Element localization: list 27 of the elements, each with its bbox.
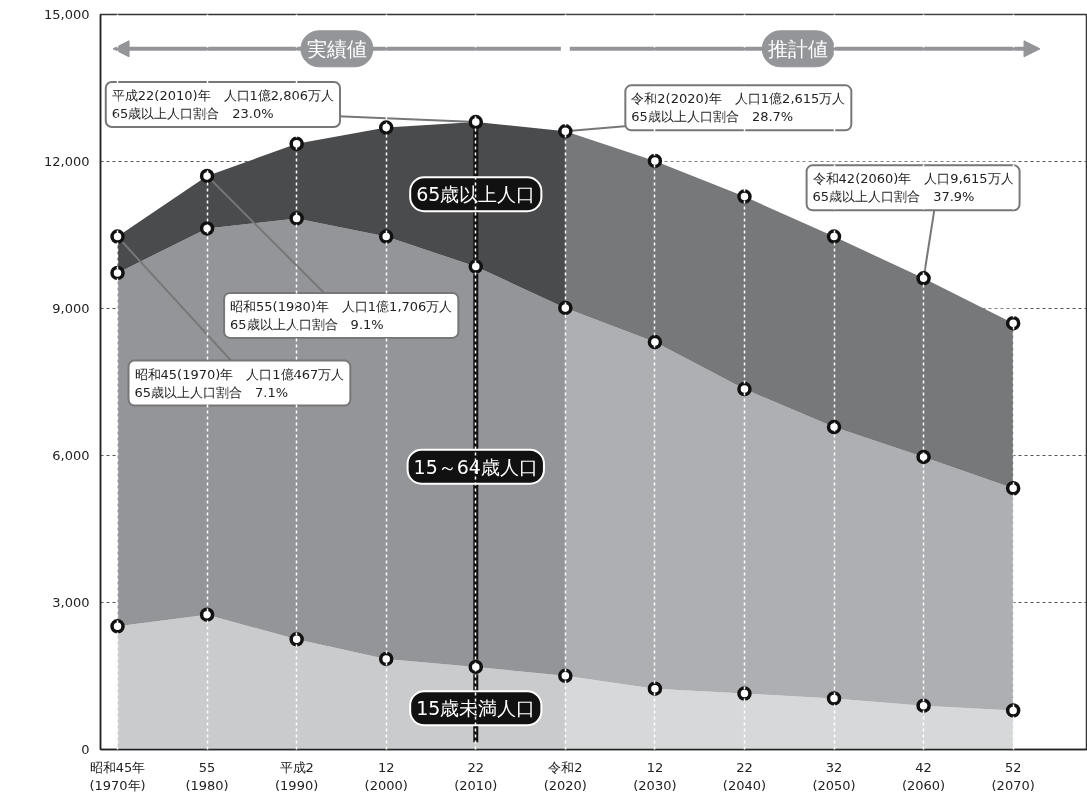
x-tick-label: 平成2 (1990) [275,759,319,793]
x-tick-label: 52 (2070) [991,759,1035,793]
y-tick-label: 0 [81,742,90,757]
x-tick-label: 42 (2060) [901,759,946,793]
x-tick-label: 55 (1980) [185,759,229,793]
series-label: 15歳未満人口 [416,697,536,720]
y-tick-label: 9,000 [52,301,90,316]
y-tick-label: 12,000 [44,154,90,169]
x-tick-label: 22 (2040) [722,759,767,793]
annotation: 令和42(2060)年 人口9,615万人 65歳以上人口割合 37.9% [812,171,1014,205]
annotation: 令和2(2020)年 人口1億2,615万人 65歳以上人口割合 28.7% [631,91,846,125]
x-tick-label: 令和2 (2020) [543,759,587,793]
series-label: 15～64歳人口 [413,455,538,478]
annotation: 平成22(2010)年 人口1億2,806万人 65歳以上人口割合 23.0% [111,88,335,122]
annotation: 昭和45(1970)年 人口1億467万人 65歳以上人口割合 7.1% [134,366,345,400]
series-label: 65歳以上人口 [416,183,536,206]
y-tick-label: 6,000 [52,448,90,463]
y-tick-label: 15,000 [44,7,90,22]
x-tick-label: 22 (2010) [454,759,498,793]
x-tick-label: 昭和45年 (1970年) [89,759,146,793]
y-tick-label: 3,000 [52,595,90,610]
x-tick-label: 32 (2050) [812,759,856,793]
annotation: 推計値 [768,36,829,61]
annotation: 昭和55(1980)年 人口1億1,706万人 65歳以上人口割合 9.1% [230,298,453,332]
x-tick-label: 12 (2000) [364,759,408,793]
x-tick-label: 12 (2030) [633,759,677,793]
annotation: 実績値 [306,36,367,61]
